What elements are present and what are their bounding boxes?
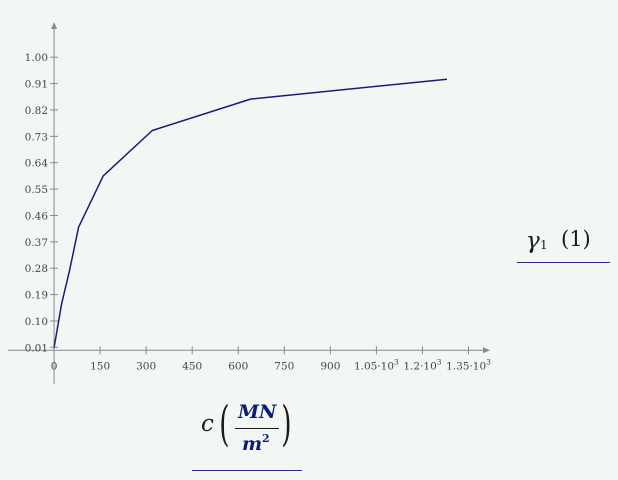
x-axis-label[interactable]: c ( MN m 2 ) xyxy=(192,396,302,471)
y-tick-label: 0.55 xyxy=(25,184,48,196)
x-axis-unit-left-paren: ( xyxy=(219,396,230,452)
chart-series xyxy=(53,78,448,348)
chart-ticks: 0 150 300 450 600 750 900 1.05·103 1.2·103 1.35·1… xyxy=(25,52,491,372)
y-axis-arrowhead xyxy=(51,22,58,29)
x-tick-label: 1.05·103 xyxy=(354,357,399,372)
x-axis-unit-numerator: MN xyxy=(238,401,277,423)
y-tick-label: 0.46 xyxy=(25,210,49,222)
x-tick-label: 1.35·103 xyxy=(446,357,491,372)
x-tick-label: 600 xyxy=(228,360,248,372)
y-axis-label[interactable]: γ 1 (1) xyxy=(517,222,610,263)
x-axis-unit-denominator: m xyxy=(242,433,263,455)
x-tick-label: 150 xyxy=(90,360,110,372)
x-axis-symbol: c xyxy=(201,411,214,437)
y-tick-label: 0.10 xyxy=(25,316,48,328)
x-tick-label: 900 xyxy=(320,360,340,372)
y-axis-subscript: 1 xyxy=(540,238,548,252)
series-line xyxy=(53,78,448,348)
x-tick-label: 450 xyxy=(182,360,202,372)
y-tick-label: 0.73 xyxy=(25,131,48,143)
y-tick-label: 0.64 xyxy=(25,158,49,170)
x-tick-label: 1.2·103 xyxy=(403,357,441,372)
x-axis-unit-denominator-exponent: 2 xyxy=(262,432,270,445)
y-tick-label: 0.28 xyxy=(25,263,48,275)
y-axis-symbol: γ xyxy=(526,228,540,254)
y-axis-unit: (1) xyxy=(561,227,591,251)
x-tick-label: 750 xyxy=(274,360,294,372)
y-tick-label: 0.01 xyxy=(25,342,48,354)
y-tick-label: 1.00 xyxy=(25,52,48,64)
x-axis-unit-fraction-bar xyxy=(235,428,279,429)
y-tick-label: 0.91 xyxy=(25,79,48,91)
y-tick-label: 0.37 xyxy=(25,237,48,249)
x-axis-arrowhead xyxy=(483,347,490,354)
x-tick-label: 0 xyxy=(51,360,58,372)
y-tick-label: 0.82 xyxy=(25,105,48,117)
y-tick-label: 0.19 xyxy=(25,290,48,302)
x-axis-unit-right-paren: ) xyxy=(281,396,292,452)
x-tick-label: 300 xyxy=(136,360,156,372)
chart-axes xyxy=(8,22,490,384)
